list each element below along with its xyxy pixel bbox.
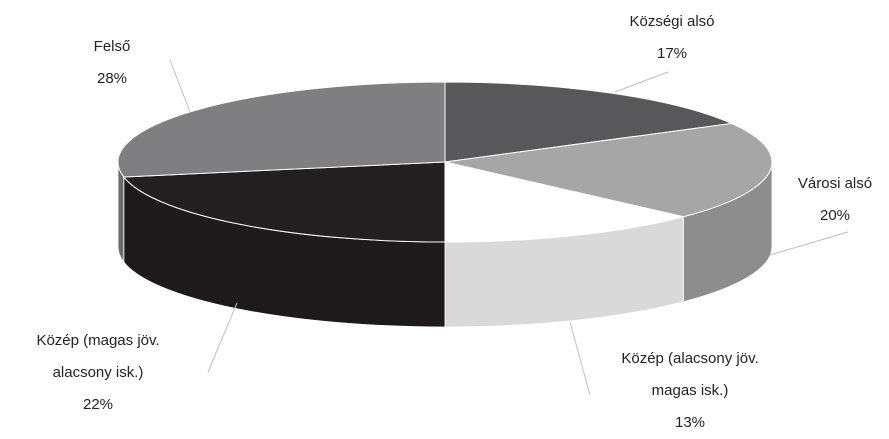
leader-line [207, 302, 238, 373]
category-label: Közép (alacsony jöv. magas isk.) [621, 350, 759, 399]
slice [444, 122, 773, 218]
slice-label: Felső 28% [62, 31, 162, 95]
slice [444, 161, 684, 243]
slice-side [117, 161, 125, 264]
leader-line [614, 71, 669, 93]
leader-line [769, 231, 849, 256]
value-label: 20% [819, 207, 851, 224]
slice [122, 161, 446, 243]
leader-line [569, 321, 591, 396]
slice-label: Közép (alacsony jöv. magas isk.) 13% [603, 343, 778, 439]
slice-label: Községi alsó 17% [592, 6, 752, 70]
slice-label: Városi alsó 20% [775, 168, 889, 232]
slice [444, 81, 734, 163]
slice-label: Közép (magas jöv. alacsony isk.) 22% [11, 325, 186, 421]
value-label: 13% [674, 414, 706, 431]
value-label: 22% [82, 396, 114, 413]
slice [117, 81, 446, 178]
category-label: Városi alsó [797, 175, 873, 192]
category-label: Községi alsó [629, 13, 715, 30]
category-label: Közép (magas jöv. alacsony isk.) [36, 332, 160, 381]
value-label: 28% [96, 70, 128, 87]
value-label: 17% [656, 45, 688, 62]
leader-line [169, 59, 191, 113]
category-label: Felső [93, 38, 131, 55]
